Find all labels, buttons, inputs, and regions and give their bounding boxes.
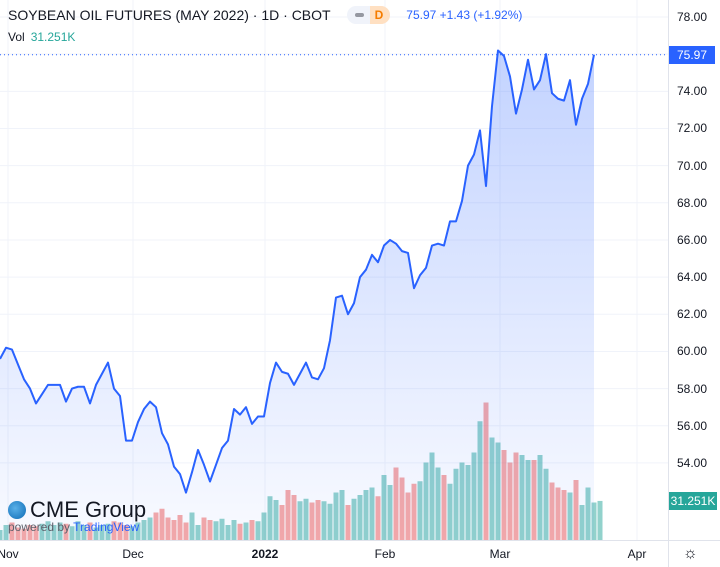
price-change-pct: (+1.92%) (473, 8, 523, 22)
interval-pill[interactable]: D (346, 6, 391, 24)
cme-logo: CME Group (8, 497, 146, 523)
volume-legend: Vol 31.251K (8, 30, 75, 44)
price-tick-label: 56.00 (677, 418, 708, 433)
time-tick-label: Dec (122, 547, 144, 561)
price-axis[interactable]: 54.00 56.00 58.00 60.00 62.00 64.00 66.00 68.00… (668, 0, 720, 540)
time-tick-label: Feb (374, 547, 396, 561)
price-tick-label: 78.00 (677, 10, 708, 24)
time-tick-label: Nov (0, 547, 19, 561)
chart-header: SOYBEAN OIL FUTURES (MAY 2022) · 1D · CB… (8, 6, 522, 24)
time-tick-label: Mar (489, 547, 511, 561)
price-tick-label: 58.00 (677, 381, 708, 396)
volume-label: Vol (8, 30, 25, 44)
symbol-title: SOYBEAN OIL FUTURES (MAY 2022) · 1D · CB… (8, 7, 331, 23)
volume-bar (597, 500, 603, 540)
last-price: 75.97 (406, 8, 437, 22)
interval-badge: D (369, 6, 391, 24)
plot-area[interactable] (0, 0, 668, 540)
price-tick-label: 60.00 (677, 344, 708, 359)
price-tick-label: 62.00 (677, 307, 708, 322)
time-axis[interactable]: ☼ Nov Dec 2022 Feb Mar Apr (0, 540, 720, 567)
price-tick-label: 68.00 (677, 195, 708, 210)
logo-text: CME Group (30, 497, 147, 522)
price-tick-label: 74.00 (677, 84, 708, 99)
price-tick-label: 54.00 (677, 455, 708, 470)
price-line (0, 49, 595, 494)
settings-gear-icon[interactable]: ☼ (683, 545, 698, 562)
price-tick-label: 70.00 (677, 158, 708, 173)
time-tick-label: Apr (627, 547, 647, 561)
last-volume-badge: 31.251K (669, 492, 717, 510)
powered-prefix: powered by (8, 520, 71, 534)
minimize-icon (354, 13, 364, 17)
globe-icon (8, 501, 26, 519)
quote: 75.97 +1.43 (+1.92%) (406, 8, 522, 22)
price-tick-label: 64.00 (677, 270, 708, 285)
price-change: +1.43 (439, 8, 471, 22)
volume-value: 31.251K (30, 30, 76, 44)
price-area-fill (0, 50, 594, 540)
price-tick-label: 72.00 (677, 121, 708, 136)
last-price-badge: 75.97 (669, 45, 715, 64)
tradingview-link[interactable]: TradingView (73, 520, 140, 534)
time-tick-label: 2022 (251, 547, 279, 561)
powered-by[interactable]: powered by TradingView (8, 520, 139, 534)
price-tick-label: 66.00 (677, 232, 708, 247)
